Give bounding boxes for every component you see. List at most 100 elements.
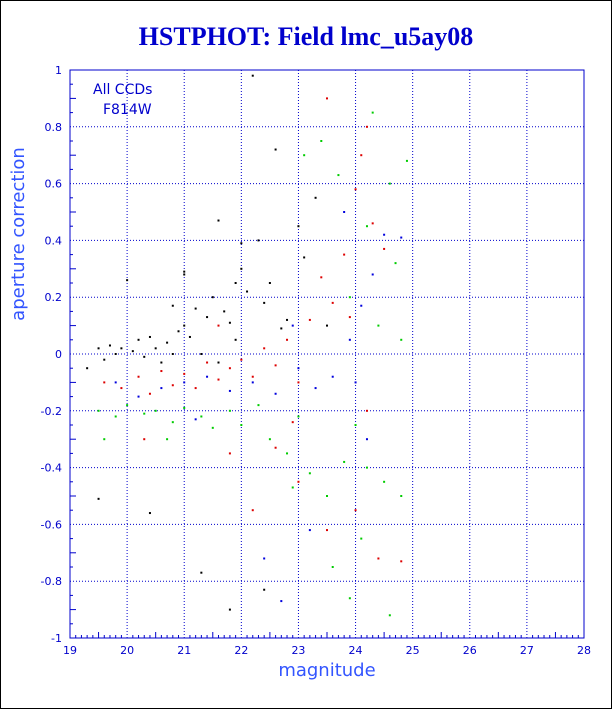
y-tick-label: -0.4 bbox=[41, 462, 62, 475]
data-point bbox=[331, 375, 334, 378]
data-point bbox=[291, 324, 294, 327]
data-point bbox=[388, 182, 391, 185]
data-point bbox=[297, 225, 300, 228]
data-point bbox=[365, 409, 368, 412]
data-point bbox=[314, 196, 317, 199]
grid-lines bbox=[70, 70, 584, 638]
data-point bbox=[228, 452, 231, 455]
data-point bbox=[143, 355, 146, 358]
y-tick-label: 0.6 bbox=[45, 178, 63, 191]
data-point bbox=[200, 571, 203, 574]
data-point bbox=[274, 446, 277, 449]
data-point bbox=[251, 509, 254, 512]
data-points bbox=[86, 74, 408, 617]
data-point bbox=[263, 557, 266, 560]
plot-area bbox=[69, 69, 585, 639]
data-point bbox=[97, 497, 100, 500]
data-point bbox=[348, 597, 351, 600]
data-point bbox=[228, 321, 231, 324]
x-axis-label: magnitude bbox=[278, 660, 375, 681]
data-point bbox=[297, 480, 300, 483]
data-point bbox=[320, 140, 323, 142]
data-point bbox=[103, 438, 106, 441]
data-point bbox=[160, 370, 163, 373]
y-axis-label: aperture correction bbox=[8, 147, 29, 321]
data-point bbox=[297, 367, 300, 370]
data-point bbox=[188, 335, 191, 338]
data-point bbox=[148, 512, 151, 515]
x-tick-label: 26 bbox=[463, 644, 477, 657]
data-point bbox=[268, 438, 271, 441]
data-point bbox=[177, 330, 180, 333]
data-point bbox=[371, 273, 374, 276]
data-point bbox=[251, 375, 254, 378]
data-point bbox=[354, 381, 357, 384]
data-point bbox=[337, 174, 340, 177]
data-point bbox=[97, 347, 100, 350]
data-point bbox=[171, 421, 174, 424]
data-point bbox=[400, 236, 403, 239]
data-point bbox=[360, 537, 363, 540]
x-tick-label: 21 bbox=[177, 644, 191, 657]
data-point bbox=[383, 233, 386, 236]
data-point bbox=[126, 404, 129, 407]
data-point bbox=[308, 472, 311, 475]
data-point bbox=[274, 392, 277, 395]
data-point bbox=[171, 353, 174, 355]
data-point bbox=[251, 74, 254, 77]
data-point bbox=[171, 304, 174, 307]
data-point bbox=[97, 409, 100, 412]
data-point bbox=[263, 347, 266, 350]
y-tick-label: 0.8 bbox=[45, 121, 63, 134]
data-point bbox=[171, 384, 174, 387]
data-point bbox=[320, 276, 323, 279]
data-point bbox=[200, 415, 203, 418]
data-point bbox=[286, 338, 289, 341]
data-point bbox=[291, 486, 294, 489]
data-point bbox=[371, 111, 374, 114]
x-tick-label: 20 bbox=[120, 644, 134, 657]
x-tick-label: 28 bbox=[577, 644, 591, 657]
annotation-ccds: All CCDs bbox=[93, 82, 152, 98]
data-point bbox=[331, 301, 334, 304]
data-point bbox=[160, 387, 163, 390]
data-point bbox=[280, 327, 283, 330]
data-point bbox=[103, 358, 106, 361]
data-point bbox=[206, 316, 209, 319]
data-point bbox=[131, 350, 134, 353]
data-point bbox=[206, 375, 209, 378]
data-point bbox=[400, 338, 403, 341]
data-point bbox=[120, 387, 123, 390]
data-point bbox=[343, 460, 346, 463]
data-point bbox=[405, 159, 408, 162]
x-tick-label: 25 bbox=[406, 644, 420, 657]
data-point bbox=[228, 389, 231, 392]
data-point bbox=[240, 267, 243, 270]
x-tick-label: 24 bbox=[349, 644, 363, 657]
data-point bbox=[126, 279, 129, 282]
y-tick-label: -0.8 bbox=[41, 575, 62, 588]
data-point bbox=[183, 406, 186, 409]
data-point bbox=[303, 256, 306, 259]
data-point bbox=[291, 421, 294, 424]
data-point bbox=[234, 338, 237, 341]
data-point bbox=[166, 341, 169, 344]
data-point bbox=[257, 239, 260, 242]
data-point bbox=[383, 480, 386, 483]
data-point bbox=[365, 466, 368, 469]
data-point bbox=[348, 338, 351, 341]
data-point bbox=[377, 324, 380, 327]
data-point bbox=[246, 290, 249, 293]
data-point bbox=[280, 600, 283, 603]
data-point bbox=[228, 608, 231, 611]
y-tick-label: 0 bbox=[55, 348, 62, 361]
data-point bbox=[274, 364, 277, 367]
data-point bbox=[268, 282, 271, 284]
x-tick-label: 19 bbox=[63, 644, 77, 657]
data-point bbox=[211, 426, 214, 429]
data-point bbox=[120, 347, 123, 350]
data-point bbox=[194, 418, 197, 421]
data-point bbox=[365, 438, 368, 441]
data-point bbox=[314, 387, 317, 390]
y-tick-label: 1 bbox=[55, 64, 62, 77]
